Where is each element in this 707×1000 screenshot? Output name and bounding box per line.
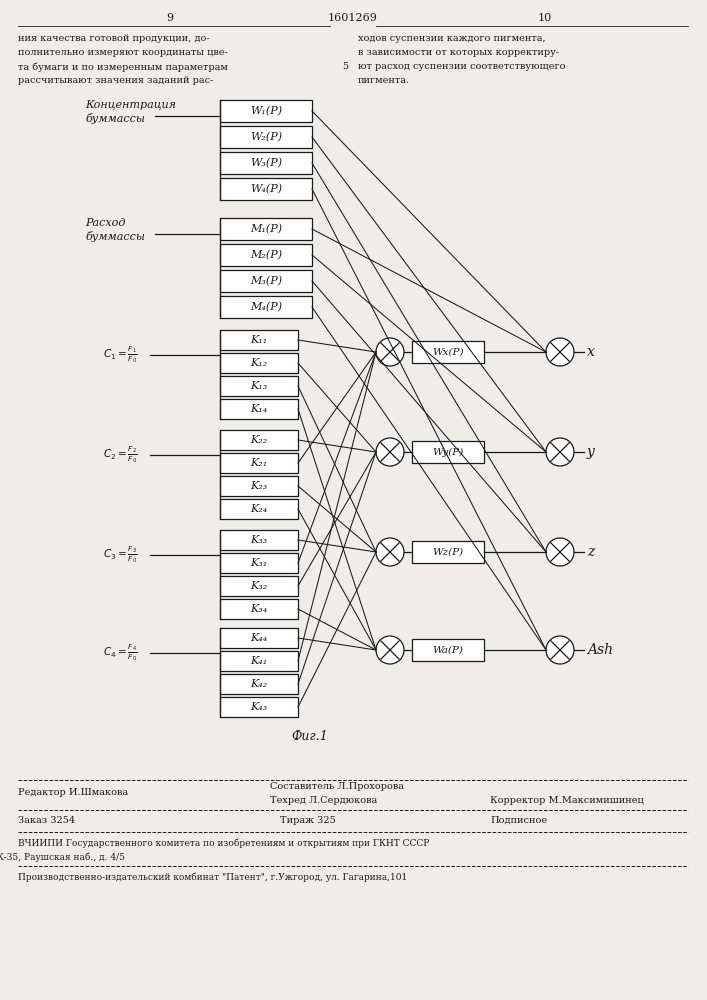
Bar	[220, 674, 298, 694]
Text: 9: 9	[166, 13, 173, 23]
Text: рассчитывают значения заданий рас-: рассчитывают значения заданий рас-	[18, 76, 214, 85]
Text: K₄₄: K₄₄	[250, 633, 268, 643]
Text: ВЧИИПИ Государственного комитета по изобретениям и открытиям при ГКНТ СССР: ВЧИИПИ Государственного комитета по изоб…	[18, 838, 429, 848]
Text: K₂₄: K₂₄	[250, 504, 268, 514]
Text: K₃₂: K₃₂	[250, 581, 268, 591]
Text: $C_4=\frac{F_4}{F_0}$: $C_4=\frac{F_4}{F_0}$	[103, 643, 137, 663]
Text: K₃₃: K₃₃	[250, 535, 268, 545]
Text: M₃(P): M₃(P)	[250, 276, 282, 286]
Bar	[220, 100, 312, 122]
Bar	[220, 399, 298, 419]
Text: Корректор М.Максимишинец: Корректор М.Максимишинец	[490, 796, 644, 805]
Bar	[220, 499, 298, 519]
Bar	[220, 430, 298, 450]
Text: ния качества готовой продукции, до-: ния качества готовой продукции, до-	[18, 34, 209, 43]
Bar	[220, 628, 298, 648]
Text: M₁(P): M₁(P)	[250, 224, 282, 234]
Text: Wx(P): Wx(P)	[432, 348, 464, 357]
Bar	[412, 341, 484, 363]
Text: Заказ 3254: Заказ 3254	[18, 816, 75, 825]
Text: W₂(P): W₂(P)	[250, 132, 282, 142]
Text: W₄(P): W₄(P)	[250, 184, 282, 194]
Bar	[412, 441, 484, 463]
Text: W₃(P): W₃(P)	[250, 158, 282, 168]
Text: $C_2=\frac{F_2}{F_0}$: $C_2=\frac{F_2}{F_0}$	[103, 445, 137, 465]
Bar	[220, 244, 312, 266]
Bar	[220, 296, 312, 318]
Bar	[220, 697, 298, 717]
Bar	[220, 599, 298, 619]
Text: K₄₂: K₄₂	[250, 679, 268, 689]
Text: M₄(P): M₄(P)	[250, 302, 282, 312]
Bar	[220, 453, 298, 473]
Text: Составитель Л.Прохорова: Составитель Л.Прохорова	[270, 782, 404, 791]
Bar	[412, 541, 484, 563]
Text: x: x	[587, 345, 595, 359]
Text: Расход: Расход	[85, 218, 125, 228]
Circle shape	[546, 538, 574, 566]
Bar	[412, 639, 484, 661]
Text: буммассы: буммассы	[85, 113, 145, 124]
Bar	[220, 270, 312, 292]
Text: Редактор И.Шмакова: Редактор И.Шмакова	[18, 788, 128, 797]
Text: $C_3=\frac{F_3}{F_0}$: $C_3=\frac{F_3}{F_0}$	[103, 545, 137, 565]
Bar	[220, 178, 312, 200]
Text: 1601269: 1601269	[328, 13, 378, 23]
Bar	[220, 152, 312, 174]
Bar	[220, 476, 298, 496]
Text: ходов суспензии каждого пигмента,: ходов суспензии каждого пигмента,	[358, 34, 546, 43]
Text: 10: 10	[538, 13, 552, 23]
Circle shape	[546, 338, 574, 366]
Text: $C_1=\frac{F_1}{F_0}$: $C_1=\frac{F_1}{F_0}$	[103, 345, 137, 365]
Text: Подписное: Подписное	[490, 816, 547, 825]
Text: K₃₁: K₃₁	[250, 558, 268, 568]
Text: M₂(P): M₂(P)	[250, 250, 282, 260]
Text: в зависимости от которых корректиру-: в зависимости от которых корректиру-	[358, 48, 559, 57]
Text: Ash: Ash	[587, 643, 613, 657]
Text: Wy(P): Wy(P)	[433, 447, 464, 457]
Text: y: y	[587, 445, 595, 459]
Bar	[220, 376, 298, 396]
Text: 5: 5	[342, 62, 348, 71]
Text: Концентрация: Концентрация	[85, 100, 176, 110]
Text: 113035, Москва, Ж-35, Раушская наб., д. 4/5: 113035, Москва, Ж-35, Раушская наб., д. …	[0, 852, 124, 861]
Text: K₄₃: K₄₃	[250, 702, 268, 712]
Text: W₁(P): W₁(P)	[250, 106, 282, 116]
Text: Wa(P): Wa(P)	[433, 646, 463, 654]
Text: ют расход суспензии соответствующего: ют расход суспензии соответствующего	[358, 62, 566, 71]
Text: K₁₃: K₁₃	[250, 381, 268, 391]
Bar	[220, 651, 298, 671]
Circle shape	[376, 538, 404, 566]
Text: K₂₃: K₂₃	[250, 481, 268, 491]
Circle shape	[376, 438, 404, 466]
Text: полнительно измеряют координаты цве-: полнительно измеряют координаты цве-	[18, 48, 228, 57]
Circle shape	[376, 338, 404, 366]
Text: Фиг.1: Фиг.1	[291, 730, 328, 743]
Circle shape	[546, 438, 574, 466]
Bar	[220, 576, 298, 596]
Bar	[220, 126, 312, 148]
Text: Производственно-издательский комбинат "Патент", г.Ужгород, ул. Гагарина,101: Производственно-издательский комбинат "П…	[18, 872, 407, 882]
Bar	[220, 218, 312, 240]
Text: K₄₁: K₄₁	[250, 656, 268, 666]
Text: Тираж 325: Тираж 325	[280, 816, 336, 825]
Text: z: z	[587, 545, 595, 559]
Bar	[220, 330, 298, 350]
Text: K₂₂: K₂₂	[250, 435, 268, 445]
Text: K₃₄: K₃₄	[250, 604, 268, 614]
Text: K₁₁: K₁₁	[250, 335, 268, 345]
Bar	[220, 553, 298, 573]
Bar	[220, 530, 298, 550]
Text: пигмента.: пигмента.	[358, 76, 410, 85]
Text: K₁₂: K₁₂	[250, 358, 268, 368]
Circle shape	[376, 636, 404, 664]
Text: K₂₁: K₂₁	[250, 458, 268, 468]
Circle shape	[546, 636, 574, 664]
Text: K₁₄: K₁₄	[250, 404, 268, 414]
Text: Техред Л.Сердюкова: Техред Л.Сердюкова	[270, 796, 378, 805]
Text: буммассы: буммассы	[85, 231, 145, 242]
Text: та бумаги и по измеренным параметрам: та бумаги и по измеренным параметрам	[18, 62, 228, 72]
Bar	[220, 353, 298, 373]
Text: Wz(P): Wz(P)	[433, 548, 464, 556]
